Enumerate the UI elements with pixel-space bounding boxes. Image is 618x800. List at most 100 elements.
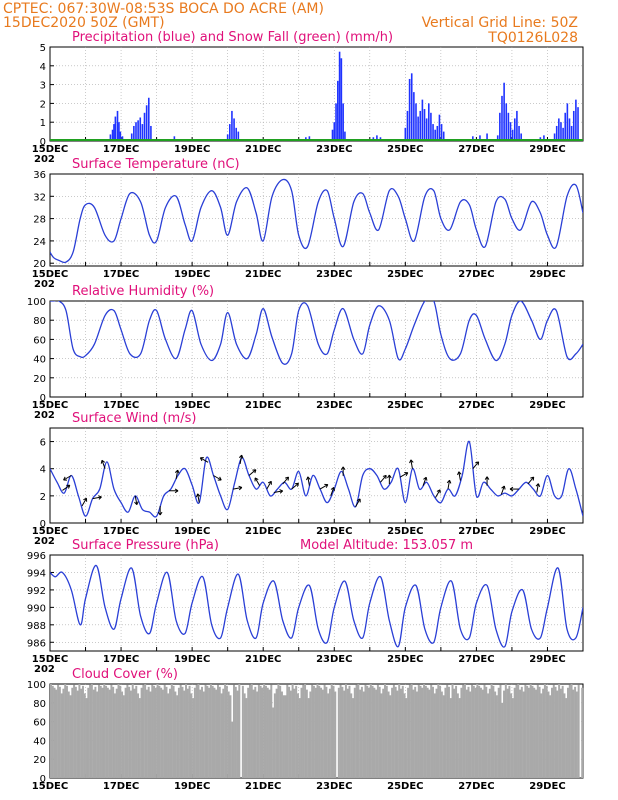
cloud-bar xyxy=(471,684,474,778)
precip-bar xyxy=(564,112,567,141)
precip-bar xyxy=(111,129,114,141)
cloud-bar xyxy=(481,689,484,778)
cloud-bar xyxy=(417,684,420,778)
cloud-bar xyxy=(64,684,67,778)
wind-series-line xyxy=(50,440,583,518)
cloud-bar xyxy=(341,686,344,778)
cloud-bar xyxy=(423,684,426,778)
wind-arrow xyxy=(273,489,284,494)
cloud-bar xyxy=(165,686,168,778)
precip-bar xyxy=(558,118,560,141)
cloud-bar xyxy=(330,684,333,778)
y-tick-label: 996 xyxy=(27,551,46,562)
cloud-bar xyxy=(543,684,546,778)
y-tick-label: 0 xyxy=(40,519,46,530)
cloud-bar xyxy=(360,686,363,778)
cloud-bar xyxy=(414,686,417,778)
panel-pres: 986 988 990 992 994 996 15DEC 17DEC 19DEC 21DEC 23… xyxy=(27,538,584,675)
x-year-label: 202 xyxy=(34,536,55,547)
cloud-bar xyxy=(440,691,443,778)
precip-bar xyxy=(143,112,146,141)
cloud-bar xyxy=(410,684,413,778)
cloud-bar xyxy=(533,687,536,778)
cloud-bar xyxy=(53,687,56,778)
cloud-bar xyxy=(515,684,518,778)
y-tick-label: 4 xyxy=(40,465,46,476)
precip-bar xyxy=(121,136,124,141)
panel-frame xyxy=(49,300,584,398)
wind-arrow xyxy=(238,454,244,465)
precip-bar xyxy=(520,133,522,141)
cloud-bar xyxy=(403,693,406,778)
precip-bar xyxy=(434,129,436,141)
cloud-bar xyxy=(394,686,397,778)
precip-bar xyxy=(376,135,378,141)
temp-series-line xyxy=(50,178,583,264)
cloud-bar xyxy=(332,685,335,778)
cloud-bar xyxy=(495,695,498,778)
cloud-bar xyxy=(110,684,113,778)
cloud-bar xyxy=(97,684,100,778)
precip-bar xyxy=(137,120,139,141)
cloud-bar xyxy=(504,684,507,778)
cloud-bar xyxy=(490,684,493,778)
cloud-bar xyxy=(318,685,321,778)
cloud-bar xyxy=(179,684,182,778)
cloud-bar xyxy=(437,684,440,778)
wind-arrow xyxy=(527,476,535,485)
cloud-bar xyxy=(266,687,269,778)
cloud-bar xyxy=(316,684,319,778)
precip-bar xyxy=(109,134,112,141)
cloud-bar xyxy=(144,684,147,778)
cloud-bar xyxy=(478,685,481,778)
precip-bar xyxy=(116,110,119,141)
cloud-bar xyxy=(458,698,461,778)
cloud-bar xyxy=(549,695,552,778)
cloud-bar xyxy=(186,688,189,778)
x-tick-label: 25DEC xyxy=(387,526,423,537)
precip-bar xyxy=(432,124,434,141)
precip-bar xyxy=(228,124,231,141)
precip-bar xyxy=(141,124,144,141)
cloud-bar xyxy=(547,691,550,778)
cloud-bar xyxy=(384,684,386,778)
x-tick-label: 21DEC xyxy=(245,654,281,665)
cloud-bar xyxy=(272,707,275,778)
precip-bar xyxy=(425,118,428,141)
cloud-bar xyxy=(232,684,235,778)
cloud-bar xyxy=(129,690,132,778)
cloud-bar xyxy=(492,685,495,778)
precip-bar xyxy=(562,127,564,141)
cloud-bar xyxy=(545,685,548,778)
cloud-bar xyxy=(558,684,561,778)
wind-arrow xyxy=(472,461,480,470)
precip-bar xyxy=(415,103,417,141)
cloud-bar xyxy=(559,688,562,778)
precip-bar xyxy=(472,136,474,141)
wind-arrow xyxy=(422,476,428,486)
cloud-bar xyxy=(453,688,456,778)
cloud-bar xyxy=(147,686,150,778)
cloud-bar xyxy=(126,684,129,778)
cloud-bar xyxy=(263,684,266,778)
cloud-bar xyxy=(575,691,578,778)
cloud-bar xyxy=(499,684,502,778)
wind-arrow xyxy=(509,486,520,492)
wind-arrow xyxy=(248,469,257,476)
precip-bar xyxy=(133,125,135,141)
cloud-bar xyxy=(89,684,92,778)
x-year-label: 202 xyxy=(34,154,55,165)
wind-arrow xyxy=(319,483,329,490)
cloud-bar xyxy=(391,687,394,778)
precip-bar xyxy=(413,92,415,141)
y-tick-label: 80 xyxy=(33,699,46,710)
precip-bar xyxy=(338,51,341,142)
x-tick-label: 25DEC xyxy=(387,400,423,411)
cloud-bar xyxy=(447,686,450,778)
header-date: 15DEC2020 50Z (GMT) xyxy=(3,15,165,31)
precip-bar xyxy=(423,109,426,141)
cloud-bar xyxy=(113,693,116,778)
wind-arrow xyxy=(232,485,243,491)
cloud-bar xyxy=(472,685,475,778)
cloud-bar xyxy=(535,689,538,778)
